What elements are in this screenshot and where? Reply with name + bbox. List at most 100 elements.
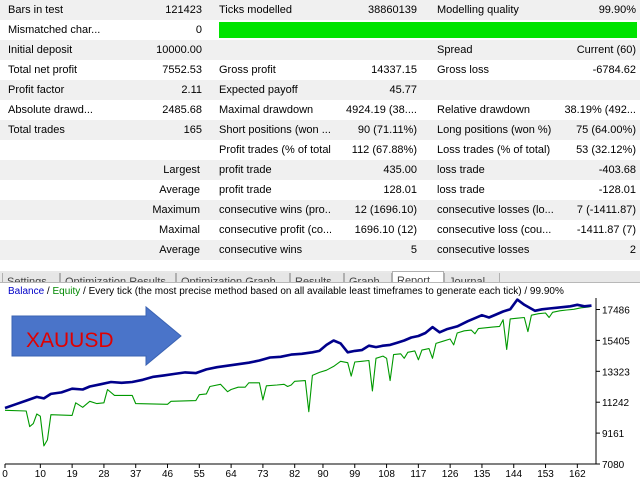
legend-description: / Every tick (the most precise method ba…	[80, 286, 564, 297]
x-tick-label: 55	[194, 469, 206, 480]
balance-equity-chart: Balance / Equity / Every tick (the most …	[0, 283, 640, 480]
report-row: Maximum consecutive wins (pro... 12 (169…	[0, 200, 640, 220]
gross-loss-label: Gross loss	[437, 64, 489, 76]
average-consecutive-wins-value: 5	[410, 244, 417, 256]
tab-journal[interactable]: Journal	[444, 273, 500, 282]
initial-deposit-value: 10000.00	[156, 44, 202, 56]
maximal-consecutive-loss-value: -1411.87 (7)	[576, 224, 636, 236]
maximal-consecutive-profit-value: 1696.10 (12)	[354, 224, 417, 236]
y-tick-label: 7080	[602, 460, 625, 471]
largest-profit-trade-value: 435.00	[383, 164, 417, 176]
x-tick-label: 162	[569, 469, 586, 480]
y-tick-label: 15405	[602, 336, 630, 347]
maximal-drawdown-value: 4924.19 (38....	[346, 104, 417, 116]
short-positions-label: Short positions (won ...	[219, 124, 331, 136]
report-row: Average profit trade 128.01 loss trade -…	[0, 180, 640, 200]
report-row: Initial deposit 10000.00 Spread Current …	[0, 40, 640, 60]
x-tick-label: 0	[2, 469, 8, 480]
relative-drawdown-value: 38.19% (492...	[564, 104, 636, 116]
report-table: Bars in test 121423 Ticks modelled 38860…	[0, 0, 640, 260]
legend-balance: Balance	[8, 286, 45, 297]
ticks-modelled-label: Ticks modelled	[219, 4, 292, 16]
x-tick-label: 90	[317, 469, 329, 480]
tab-results[interactable]: Results	[290, 273, 344, 282]
report-row: Profit factor 2.11 Expected payoff 45.77	[0, 80, 640, 100]
tab-report[interactable]: Report	[392, 271, 444, 282]
average-consecutive-label: Average	[159, 244, 200, 256]
x-tick-label: 117	[410, 469, 426, 480]
x-tick-label: 19	[67, 469, 79, 480]
maximal-drawdown-label: Maximal drawdown	[219, 104, 314, 116]
equity-series-line	[4, 305, 592, 447]
total-net-profit-value: 7552.53	[162, 64, 202, 76]
report-row: Average consecutive wins 5 consecutive l…	[0, 240, 640, 260]
expected-payoff-value: 45.77	[389, 84, 417, 96]
x-tick-label: 37	[130, 469, 142, 480]
report-row: Bars in test 121423 Ticks modelled 38860…	[0, 0, 640, 20]
tab-optimization-results[interactable]: Optimization Results	[60, 273, 176, 282]
x-tick-label: 64	[226, 469, 238, 480]
average-consecutive-losses-value: 2	[629, 244, 636, 256]
report-row: Maximal consecutive profit (co... 1696.1…	[0, 220, 640, 240]
absolute-drawdown-label: Absolute drawd...	[8, 104, 93, 116]
absolute-drawdown-value: 2485.68	[162, 104, 202, 116]
ticks-modelled-value: 38860139	[368, 4, 417, 16]
largest-loss-trade-value: -403.68	[598, 164, 636, 176]
total-trades-label: Total trades	[8, 124, 65, 136]
tab-settings[interactable]: Settings	[2, 273, 60, 282]
largest-loss-trade-label: loss trade	[437, 164, 485, 176]
largest-label: Largest	[163, 164, 200, 176]
bars-in-test-value: 121423	[165, 4, 202, 16]
long-positions-value: 75 (64.00%)	[576, 124, 636, 136]
arrow-shape	[11, 305, 182, 367]
y-tick-label: 9161	[602, 429, 625, 440]
max-consecutive-losses-value: 7 (-1411.87)	[576, 204, 636, 216]
x-tick-label: 153	[537, 469, 554, 480]
profit-trades-label: Profit trades (% of total)	[219, 144, 331, 156]
max-consecutive-wins-label: consecutive wins (pro...	[219, 204, 331, 216]
average-consecutive-wins-label: consecutive wins	[219, 244, 303, 256]
initial-deposit-label: Initial deposit	[8, 44, 73, 56]
tab-graph[interactable]: Graph	[344, 273, 392, 282]
average-loss-trade-label: loss trade	[437, 184, 485, 196]
max-consecutive-losses-label: consecutive losses (lo...	[437, 204, 554, 216]
chart-legend: Balance / Equity / Every tick (the most …	[8, 286, 564, 297]
modelling-quality-bar	[219, 22, 637, 38]
report-row: Largest profit trade 435.00 loss trade -…	[0, 160, 640, 180]
chart-canvas: Balance / Equity / Every tick (the most …	[2, 286, 630, 480]
spread-label: Spread	[437, 44, 473, 56]
y-tick-label: 13323	[602, 367, 630, 378]
average-loss-trade-value: -128.01	[598, 184, 636, 196]
y-tick-label: 17486	[602, 305, 630, 316]
tab-optimization-graph[interactable]: Optimization Graph	[176, 273, 290, 282]
y-tick-label: 11242	[602, 398, 630, 409]
profit-factor-value: 2.11	[181, 84, 202, 96]
profit-trades-value: 112 (67.88%)	[351, 144, 417, 156]
x-tick-label: 82	[289, 469, 301, 480]
modelling-quality-label: Modelling quality	[437, 4, 519, 16]
total-net-profit-label: Total net profit	[8, 64, 78, 76]
modelling-quality-value: 99.90%	[598, 4, 636, 16]
report-row: Absolute drawd... 2485.68 Maximal drawdo…	[0, 100, 640, 120]
report-row: Mismatched char... 0	[0, 20, 640, 40]
spread-value: Current (60)	[576, 44, 636, 56]
average-consecutive-losses-label: consecutive losses	[437, 244, 530, 256]
bars-in-test-label: Bars in test	[8, 4, 64, 16]
x-tick-label: 10	[35, 469, 47, 480]
maximal-consecutive-loss-label: consecutive loss (cou...	[437, 224, 552, 236]
maximal-label: Maximal	[159, 224, 200, 236]
x-tick-label: 28	[98, 469, 110, 480]
profit-factor-label: Profit factor	[8, 84, 65, 96]
x-tick-label: 144	[505, 469, 522, 480]
loss-trades-value: 53 (32.12%)	[576, 144, 636, 156]
x-tick-label: 135	[474, 469, 491, 480]
report-row: Total net profit 7552.53 Gross profit 14…	[0, 60, 640, 80]
loss-trades-label: Loss trades (% of total)	[437, 144, 551, 156]
gross-loss-value: -6784.62	[592, 64, 636, 76]
expected-payoff-label: Expected payoff	[219, 84, 298, 96]
total-trades-value: 165	[183, 124, 202, 136]
mismatched-chart-errors-value: 0	[195, 24, 202, 36]
axis-ticks: 0 10 19 28 37 46 55 64 73 82 90 99 108 117 126 135 144 15…	[2, 305, 630, 480]
balance-series-line	[4, 298, 592, 410]
short-positions-value: 90 (71.11%)	[357, 124, 417, 136]
